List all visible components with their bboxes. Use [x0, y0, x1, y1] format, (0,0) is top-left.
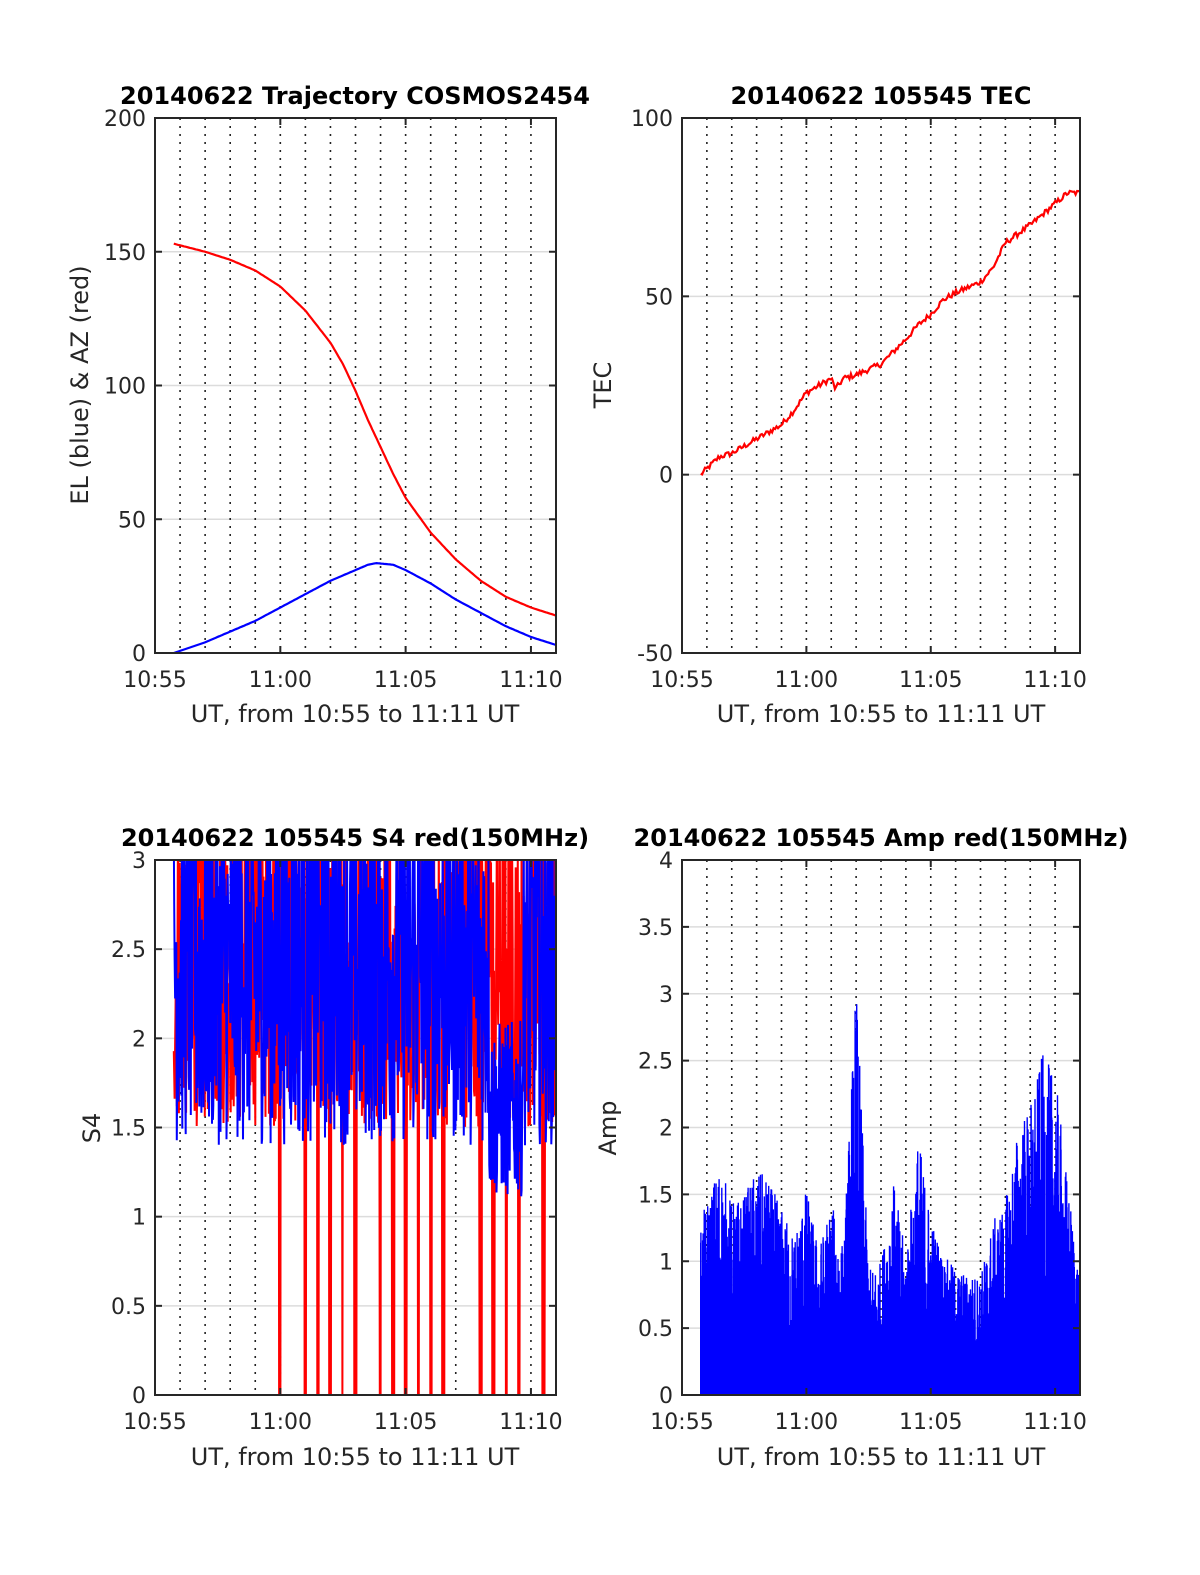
y-tick-label: 2.5 — [111, 938, 146, 963]
x-tick-label: 10:55 — [123, 1410, 186, 1435]
y-tick-label: 1.5 — [111, 1117, 146, 1142]
tec-ylabel: TEC — [589, 362, 617, 410]
amp-xlabel: UT, from 10:55 to 11:11 UT — [717, 1443, 1046, 1471]
y-tick-label: 200 — [104, 107, 146, 132]
y-tick-label: 150 — [104, 241, 146, 266]
y-tick-label: 1 — [659, 1250, 673, 1275]
y-tick-label: 3 — [132, 849, 146, 874]
y-tick-label: 1 — [132, 1206, 146, 1231]
tec-xlabel: UT, from 10:55 to 11:11 UT — [717, 700, 1046, 728]
tec-title: 20140622 105545 TEC — [731, 82, 1032, 110]
y-tick-label: 4 — [659, 849, 673, 874]
x-tick-label: 11:05 — [899, 1410, 962, 1435]
traj-series-a — [173, 242, 556, 617]
x-tick-label: 11:10 — [1023, 668, 1086, 693]
x-tick-label: 11:10 — [499, 1410, 562, 1435]
s4-panel: 20140622 105545 S4 red(150MHz) UT, from … — [78, 824, 589, 1471]
y-tick-label: 1.5 — [638, 1183, 673, 1208]
y-tick-label: 0 — [659, 464, 673, 489]
s4-plot-area — [172, 860, 556, 1395]
x-tick-label: 11:00 — [775, 668, 838, 693]
tec-panel: 20140622 105545 TEC UT, from 10:55 to 11… — [589, 82, 1087, 728]
tec-series-a — [700, 189, 1080, 476]
x-tick-label: 11:10 — [1023, 1410, 1086, 1435]
x-tick-label: 11:00 — [249, 668, 312, 693]
s4-title: 20140622 105545 S4 red(150MHz) — [121, 824, 589, 852]
y-tick-label: 50 — [645, 285, 673, 310]
amp-plot-area — [700, 1004, 1080, 1395]
y-tick-label: 0 — [659, 1384, 673, 1409]
x-tick-label: 11:00 — [775, 1410, 838, 1435]
trajectory-xlabel: UT, from 10:55 to 11:11 UT — [191, 700, 520, 728]
x-tick-label: 11:05 — [374, 668, 437, 693]
y-tick-label: 100 — [631, 107, 673, 132]
y-tick-label: 2 — [659, 1117, 673, 1142]
y-tick-label: 0 — [132, 1384, 146, 1409]
x-tick-label: 11:05 — [899, 668, 962, 693]
trajectory-ylabel: EL (blue) & AZ (red) — [66, 265, 94, 504]
trajectory-panel: 20140622 Trajectory COSMOS2454 UT, from … — [66, 82, 590, 728]
tec-axes-box — [681, 117, 1081, 654]
y-tick-label: 0.5 — [638, 1317, 673, 1342]
x-tick-label: 10:55 — [123, 668, 186, 693]
y-tick-label: 100 — [104, 375, 146, 400]
x-tick-label: 10:55 — [650, 668, 713, 693]
amp-title: 20140622 105545 Amp red(150MHz) — [634, 824, 1129, 852]
y-tick-label: 2.5 — [638, 1050, 673, 1075]
amp-series — [700, 1004, 1080, 1395]
y-tick-label: 50 — [118, 508, 146, 533]
y-tick-label: -50 — [637, 642, 673, 667]
y-tick-label: 3 — [659, 983, 673, 1008]
amp-ylabel: Amp — [594, 1100, 622, 1155]
y-tick-label: 3.5 — [638, 916, 673, 941]
tec-plot-area — [700, 189, 1080, 476]
y-tick-label: 0 — [132, 642, 146, 667]
x-tick-label: 11:05 — [374, 1410, 437, 1435]
traj-series-b — [173, 561, 556, 653]
x-tick-label: 10:55 — [650, 1410, 713, 1435]
s4-ylabel: S4 — [78, 1113, 106, 1144]
s4-xlabel: UT, from 10:55 to 11:11 UT — [191, 1443, 520, 1471]
y-tick-label: 2 — [132, 1027, 146, 1052]
amp-panel: 20140622 105545 Amp red(150MHz) UT, from… — [594, 824, 1128, 1471]
x-tick-label: 11:10 — [499, 668, 562, 693]
s4-series-blue — [172, 860, 556, 1197]
y-tick-label: 0.5 — [111, 1295, 146, 1320]
trajectory-title: 20140622 Trajectory COSMOS2454 — [120, 82, 590, 110]
x-tick-label: 11:00 — [249, 1410, 312, 1435]
traj-plot-area — [173, 242, 556, 653]
